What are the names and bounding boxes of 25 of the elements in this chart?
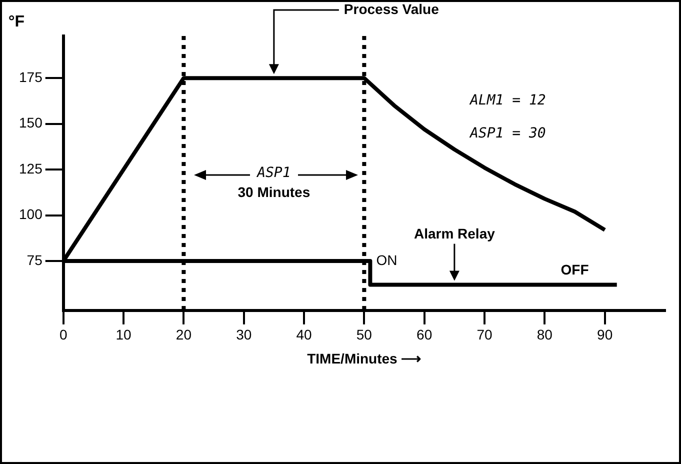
annotation: ON xyxy=(376,252,398,268)
annotation: ALM1 = 12 xyxy=(469,92,546,109)
annotation: 30 Minutes xyxy=(238,184,310,200)
x-tick-label: 20 xyxy=(176,326,192,343)
y-tick-label: 75 xyxy=(26,252,43,268)
x-tick-label: 40 xyxy=(296,326,312,343)
annotation: ASP1 xyxy=(256,164,291,181)
annotation: OFF xyxy=(560,262,590,278)
x-tick-label: 60 xyxy=(416,326,432,343)
x-tick-label: 70 xyxy=(476,326,493,343)
y-tick-label: 175 xyxy=(19,68,43,85)
y-tick-label: 125 xyxy=(19,160,43,176)
x-tick-label: 10 xyxy=(116,326,132,343)
x-tick-label: 30 xyxy=(236,326,252,343)
x-tick-label: 90 xyxy=(597,326,613,343)
x-tick-label: 50 xyxy=(356,326,372,343)
y-axis-title: °F xyxy=(8,13,25,30)
annotation: Process Value xyxy=(344,0,440,17)
x-tick-label: 0 xyxy=(59,326,68,343)
x-tick-label: 80 xyxy=(536,326,553,343)
x-axis-title: TIME/Minutes ⟶ xyxy=(307,350,422,366)
y-tick-label: 150 xyxy=(19,114,43,131)
annotation: ASP1 = 30 xyxy=(469,126,546,142)
y-tick-label: 100 xyxy=(19,206,43,222)
annotation: Alarm Relay xyxy=(414,226,496,242)
